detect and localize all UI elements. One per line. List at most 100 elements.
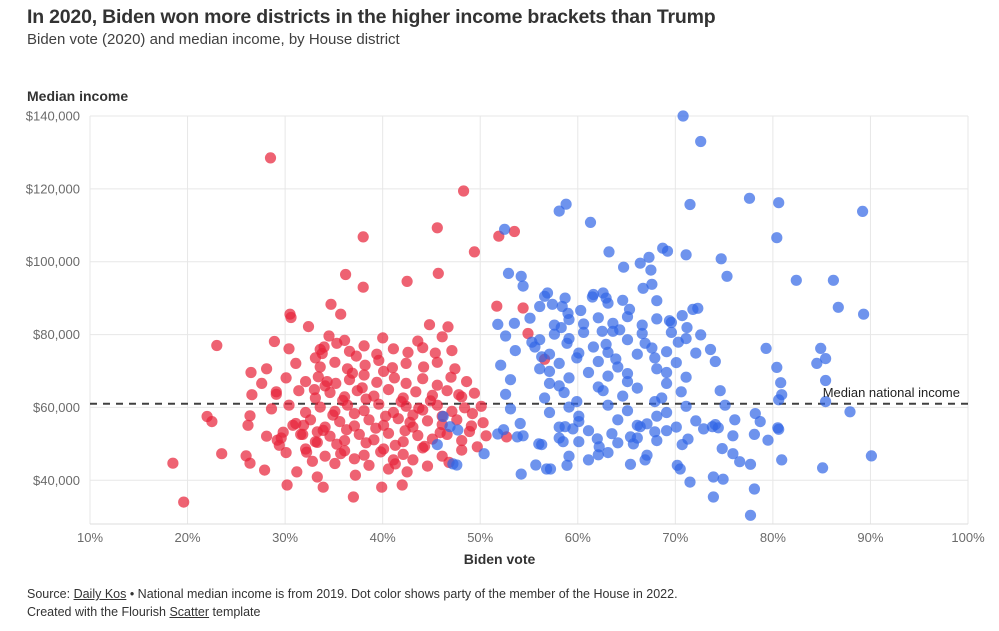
scatter-dot[interactable]	[773, 197, 785, 209]
scatter-dot[interactable]	[387, 454, 399, 466]
scatter-dot[interactable]	[456, 435, 468, 447]
scatter-dot[interactable]	[329, 457, 341, 470]
scatter-dot[interactable]	[571, 396, 583, 408]
scatter-dot[interactable]	[309, 436, 321, 448]
scatter-dot[interactable]	[357, 231, 369, 243]
scatter-dot[interactable]	[508, 317, 520, 329]
scatter-dot[interactable]	[665, 316, 678, 329]
scatter-dot[interactable]	[680, 371, 692, 383]
scatter-dot[interactable]	[350, 350, 362, 362]
scatter-dot[interactable]	[606, 428, 618, 440]
scatter-dot[interactable]	[534, 363, 546, 375]
scatter-dot[interactable]	[468, 246, 480, 258]
scatter-dot[interactable]	[582, 366, 595, 379]
scatter-dot[interactable]	[413, 402, 425, 414]
scatter-dot[interactable]	[442, 321, 454, 333]
scatter-dot[interactable]	[773, 423, 785, 435]
scatter-dot[interactable]	[695, 329, 707, 341]
scatter-dot[interactable]	[680, 400, 692, 412]
scatter-dot[interactable]	[636, 319, 648, 331]
scatter-dot[interactable]	[681, 322, 693, 334]
scatter-dot[interactable]	[456, 444, 468, 456]
scatter-dot[interactable]	[865, 450, 878, 462]
scatter-dot[interactable]	[504, 403, 517, 415]
scatter-dot[interactable]	[358, 340, 370, 352]
scatter-dot[interactable]	[244, 457, 256, 469]
scatter-dot[interactable]	[216, 448, 228, 460]
scatter-dot[interactable]	[546, 298, 559, 310]
scatter-dot[interactable]	[324, 386, 336, 399]
scatter-dot[interactable]	[492, 318, 504, 330]
scatter-dot[interactable]	[636, 327, 648, 340]
scatter-dot[interactable]	[631, 348, 643, 360]
scatter-dot[interactable]	[563, 314, 575, 326]
scatter-dot[interactable]	[401, 275, 413, 287]
scatter-dot[interactable]	[167, 457, 179, 469]
scatter-dot[interactable]	[495, 359, 507, 371]
scatter-dot[interactable]	[306, 455, 318, 467]
scatter-dot[interactable]	[522, 327, 534, 340]
scatter-dot[interactable]	[446, 345, 458, 357]
scatter-dot[interactable]	[458, 185, 470, 197]
scatter-dot[interactable]	[295, 428, 307, 440]
scatter-dot[interactable]	[719, 399, 731, 411]
scatter-dot[interactable]	[370, 422, 382, 434]
scatter-dot[interactable]	[417, 342, 429, 354]
scatter-dot[interactable]	[563, 450, 575, 462]
scatter-dot[interactable]	[378, 365, 390, 377]
scatter-dot[interactable]	[351, 385, 363, 397]
scatter-dot[interactable]	[820, 396, 832, 408]
scatter-dot[interactable]	[621, 334, 634, 346]
scatter-dot[interactable]	[587, 341, 600, 353]
scatter-dot[interactable]	[500, 388, 512, 400]
scatter-dot[interactable]	[748, 428, 761, 440]
scatter-dot[interactable]	[721, 270, 733, 282]
scatter-dot[interactable]	[560, 198, 572, 210]
scatter-dot[interactable]	[388, 372, 400, 384]
scatter-dot[interactable]	[641, 449, 653, 461]
scatter-dot[interactable]	[832, 301, 844, 313]
scatter-dot[interactable]	[312, 371, 324, 383]
scatter-dot[interactable]	[771, 232, 783, 244]
scatter-dot[interactable]	[602, 297, 614, 309]
scatter-dot[interactable]	[514, 417, 526, 430]
scatter-dot[interactable]	[651, 435, 663, 447]
scatter-dot[interactable]	[530, 459, 542, 471]
scatter-dot[interactable]	[776, 454, 788, 466]
scatter-dot[interactable]	[661, 425, 673, 437]
scatter-dot[interactable]	[727, 448, 739, 460]
scatter-dot[interactable]	[244, 410, 256, 422]
scatter-dot[interactable]	[536, 351, 548, 363]
scatter-dot[interactable]	[421, 415, 434, 427]
scatter-dot[interactable]	[335, 308, 347, 320]
scatter-dot[interactable]	[695, 135, 707, 148]
scatter-dot[interactable]	[539, 392, 551, 404]
scatter-dot[interactable]	[382, 384, 395, 396]
scatter-dot[interactable]	[649, 396, 661, 408]
scatter-dot[interactable]	[452, 424, 464, 436]
scatter-dot[interactable]	[665, 326, 678, 338]
scatter-dot[interactable]	[820, 374, 832, 387]
scatter-dot[interactable]	[317, 481, 329, 493]
scatter-dot[interactable]	[553, 421, 565, 433]
scatter-dot[interactable]	[261, 430, 273, 442]
scatter-dot[interactable]	[754, 416, 766, 428]
scatter-dot[interactable]	[453, 389, 465, 401]
scatter-dot[interactable]	[534, 300, 546, 313]
scatter-dot[interactable]	[404, 416, 416, 428]
scatter-dot[interactable]	[618, 261, 630, 273]
scatter-dot[interactable]	[387, 343, 399, 355]
scatter-dot[interactable]	[290, 357, 302, 369]
scatter-dot[interactable]	[586, 291, 599, 303]
scatter-dot[interactable]	[760, 342, 772, 354]
scatter-dot[interactable]	[714, 385, 726, 397]
scatter-dot[interactable]	[617, 294, 629, 306]
scatter-dot[interactable]	[707, 471, 720, 483]
scatter-dot[interactable]	[661, 406, 673, 419]
scatter-dot[interactable]	[400, 400, 412, 412]
scatter-dot[interactable]	[762, 434, 774, 446]
scatter-dot[interactable]	[500, 330, 512, 342]
scatter-dot[interactable]	[300, 443, 312, 455]
scatter-dot[interactable]	[709, 355, 721, 368]
scatter-dot[interactable]	[401, 466, 413, 478]
